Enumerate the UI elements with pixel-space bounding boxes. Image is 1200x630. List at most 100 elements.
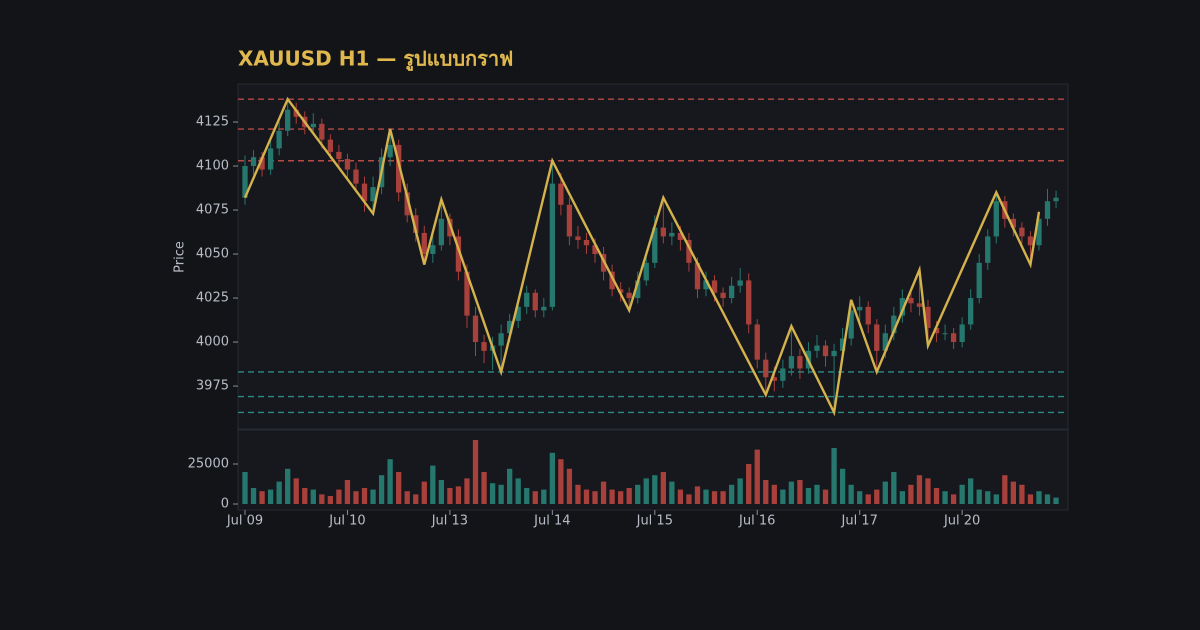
volume-bar <box>703 489 709 504</box>
volume-bar <box>302 488 308 504</box>
volume-bar <box>933 488 940 504</box>
volume-bar <box>660 472 666 504</box>
volume-bar <box>481 472 487 504</box>
candle-body <box>925 306 931 328</box>
candle-body <box>1027 236 1034 246</box>
volume-bar <box>899 491 906 504</box>
candle-body <box>293 109 299 117</box>
volume-bar <box>310 489 316 504</box>
volume-bar <box>259 491 265 504</box>
candle-body <box>310 123 316 128</box>
volume-bar <box>1027 494 1034 504</box>
candle-body <box>950 333 957 343</box>
candle-body <box>857 306 863 311</box>
candle-body <box>549 183 555 307</box>
candle-body <box>959 324 965 343</box>
volume-bar <box>250 488 257 504</box>
volume-bar <box>242 472 248 504</box>
volume-bar <box>464 478 470 504</box>
volume-bar <box>541 489 547 504</box>
candle-body <box>797 356 803 369</box>
candle-body <box>541 306 547 311</box>
volume-bar <box>532 491 538 504</box>
volume-bar <box>1002 475 1008 504</box>
volume-bar <box>805 488 812 504</box>
candle-body <box>267 148 274 170</box>
volume-bar <box>771 484 777 504</box>
volume-bar <box>1010 481 1017 504</box>
candle-body <box>891 315 897 334</box>
candle-body <box>387 144 393 158</box>
x-tick-label: Jul 09 <box>226 514 263 529</box>
volume-bar <box>720 491 726 504</box>
y-tick-label: 4125 <box>196 115 229 130</box>
candle-body <box>822 345 829 357</box>
volume-bar <box>430 465 436 504</box>
x-tick-label: Jul 20 <box>943 514 980 529</box>
candle-body <box>737 280 743 286</box>
volume-bar <box>814 484 820 504</box>
candle-body <box>336 151 342 159</box>
volume-bar <box>780 489 786 504</box>
volume-bar <box>763 480 769 504</box>
volume-bar <box>498 484 504 504</box>
volume-y-tick-label: 25000 <box>188 457 229 472</box>
volume-bar <box>600 481 607 504</box>
candle-body <box>916 303 923 307</box>
volume-bar <box>489 483 496 504</box>
candle-body <box>583 239 590 246</box>
candle-body <box>848 310 854 339</box>
candle-body <box>1036 218 1042 246</box>
y-tick-label: 4100 <box>196 159 229 174</box>
candle-body <box>780 368 786 381</box>
volume-bar <box>874 489 880 504</box>
candle-body <box>1044 201 1051 219</box>
y-tick-label: 4075 <box>196 203 229 218</box>
x-tick-label: Jul 10 <box>328 514 365 529</box>
candle-body <box>259 157 265 170</box>
candle-body <box>908 298 914 304</box>
candle-body <box>993 201 999 237</box>
volume-bar <box>361 488 368 504</box>
volume-bar <box>993 494 999 504</box>
candle-body <box>899 298 906 316</box>
volume-bar <box>831 448 837 504</box>
candle-body <box>831 350 837 357</box>
candle-body <box>455 236 462 272</box>
volume-bar <box>797 480 803 504</box>
candle-body <box>942 333 948 335</box>
y-tick-label: 3975 <box>196 379 229 394</box>
volume-bar <box>421 481 427 504</box>
volume-bar <box>694 486 701 504</box>
volume-bar <box>336 489 342 504</box>
candle-body <box>344 158 351 170</box>
x-tick-label: Jul 17 <box>841 514 878 529</box>
candle-body <box>703 280 709 290</box>
candle-body <box>566 204 573 237</box>
candle-body <box>985 236 991 263</box>
volume-bar <box>378 475 385 504</box>
candle-body <box>669 232 675 237</box>
volume-bar <box>566 468 573 504</box>
candle-body <box>874 324 880 351</box>
candle-body <box>319 123 325 140</box>
candle-body <box>771 377 777 381</box>
candle-body <box>472 315 479 343</box>
volume-bar <box>959 484 965 504</box>
volume-bar <box>1044 494 1051 504</box>
volume-bar <box>848 484 854 504</box>
candle-body <box>327 139 334 152</box>
volume-bar <box>276 481 282 504</box>
candle-body <box>396 144 402 193</box>
candle-body <box>720 292 726 299</box>
candle-body <box>515 306 521 321</box>
candle-body <box>481 342 487 351</box>
candle-body <box>686 239 692 263</box>
candle-body <box>370 187 376 202</box>
volume-bar <box>515 478 521 504</box>
candle-body <box>763 359 769 378</box>
volume-bar <box>455 486 462 504</box>
volume-bar <box>677 489 684 504</box>
volume-bar <box>822 489 829 504</box>
y-tick-label: 4050 <box>196 247 229 262</box>
